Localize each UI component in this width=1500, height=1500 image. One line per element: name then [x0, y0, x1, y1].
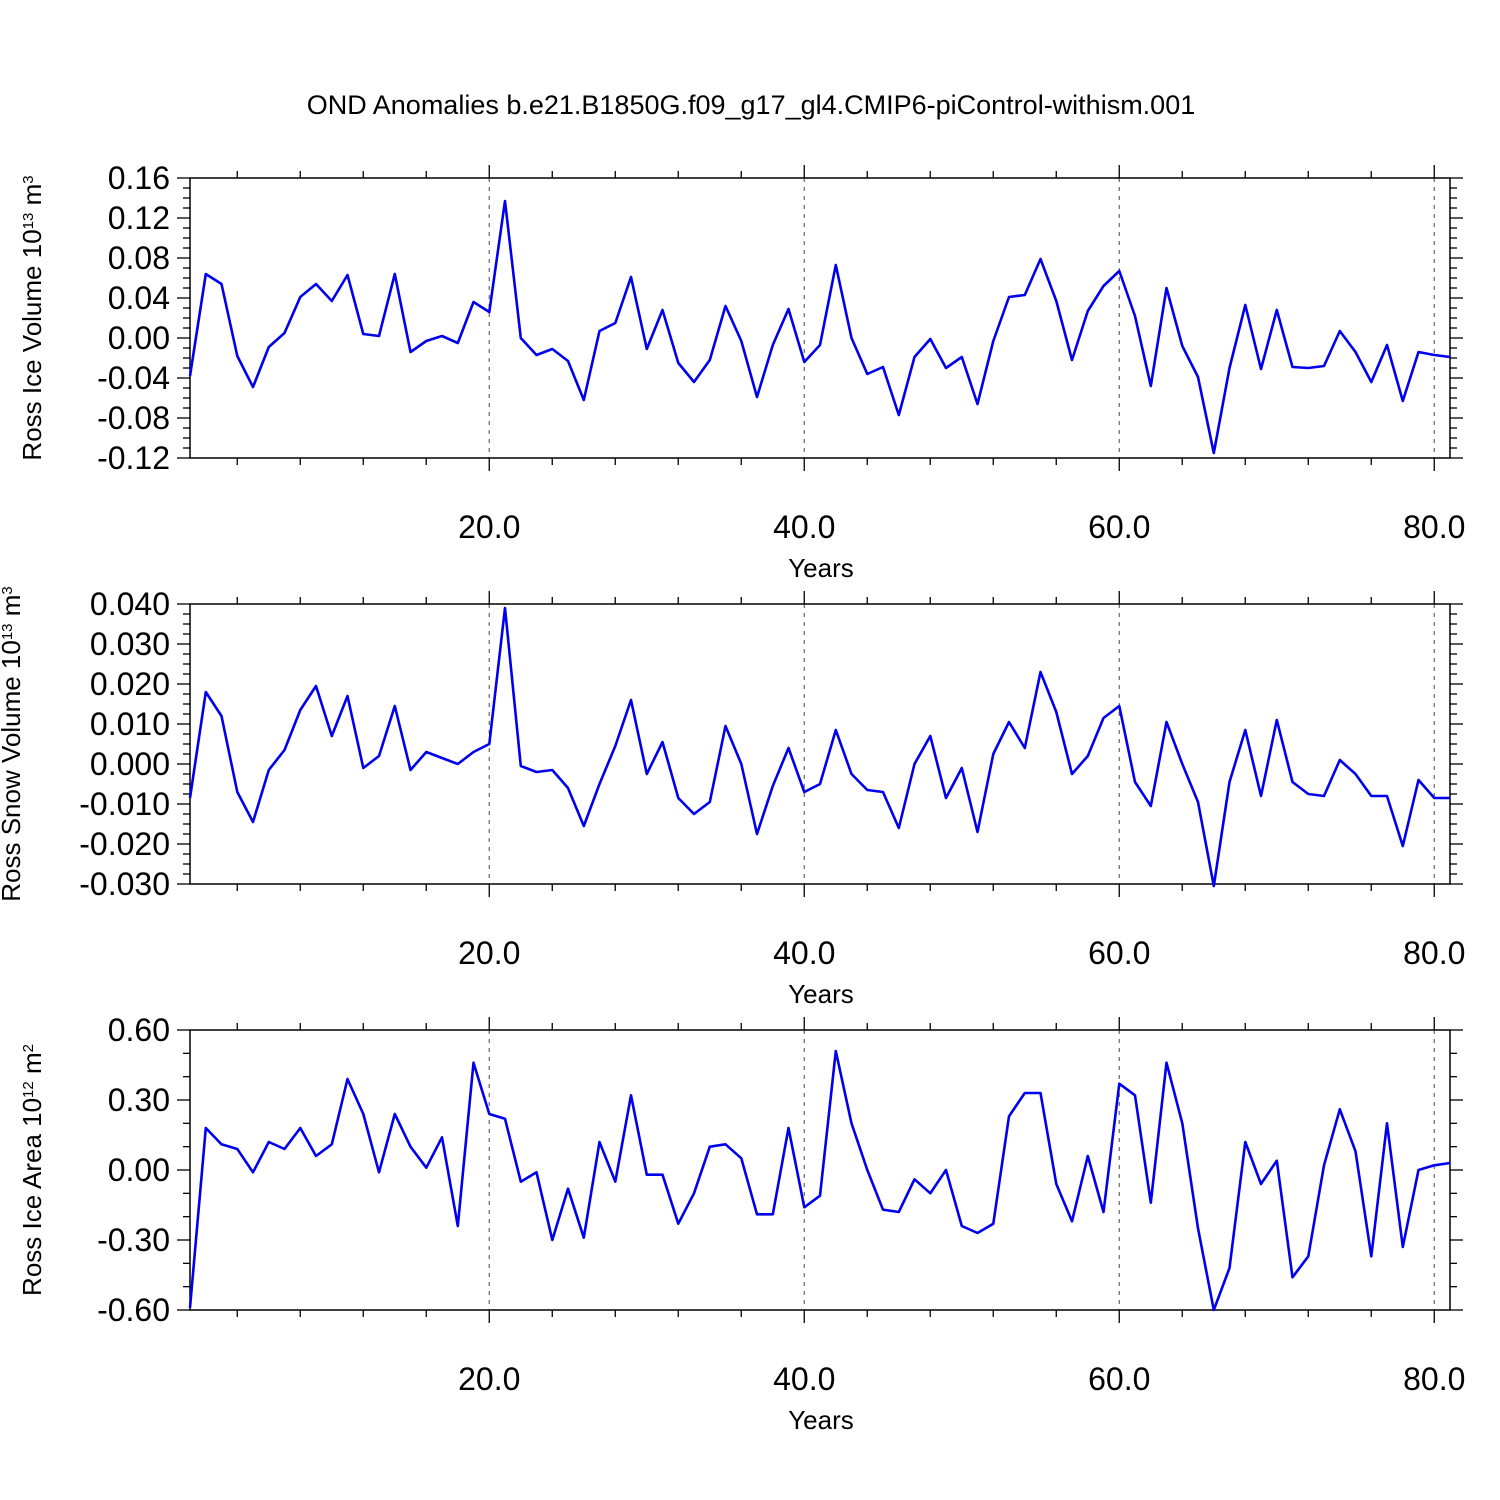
y-axis-label-text: Ross Ice Volume 10 [17, 229, 47, 460]
chart-panel-2: -0.030 -0.020 -0.010 0.000 0.010 0.020 0.030 0.… [0, 586, 1465, 1009]
x-tick-label: 20.0 [458, 509, 520, 545]
plot-frame [189, 177, 1451, 459]
y-tick-label: 0.030 [90, 626, 170, 662]
y-axis-label-text: Ross Ice Area 10 [17, 1098, 47, 1296]
y-axis-label-superscript: 3 [0, 586, 16, 594]
series-line [188, 606, 1450, 888]
y-tick-label: 0.040 [90, 586, 170, 622]
y-tick-label: -0.030 [79, 866, 170, 902]
x-tick-label: 20.0 [458, 1361, 520, 1397]
chart-panel-3: -0.60 -0.30 0.00 0.30 0.60 20.0 40.0 60.0 80.0 Ye… [17, 1012, 1465, 1435]
series-line [188, 199, 1451, 455]
x-tick-label: 80.0 [1403, 509, 1465, 545]
y-axis-label-text: Ross Snow Volume 10 [0, 640, 26, 902]
y-tick-label: -0.010 [79, 786, 170, 822]
y-tick-label: 0.00 [108, 320, 170, 356]
y-tick-label: 0.00 [108, 1152, 170, 1188]
y-tick-label: 0.010 [90, 706, 170, 742]
y-tick-label: -0.60 [97, 1292, 170, 1328]
y-tick-label: -0.12 [97, 440, 170, 476]
x-tick-label: 80.0 [1403, 1361, 1465, 1397]
y-axis-label-text: m [17, 184, 47, 213]
y-tick-label: 0.000 [90, 746, 170, 782]
x-axis-label: Years [788, 553, 854, 583]
y-axis-label-text: m [0, 595, 26, 624]
y-axis-label-superscript: 12 [20, 1081, 37, 1098]
y-tick-label: -0.04 [97, 360, 170, 396]
y-tick-label: 0.30 [108, 1082, 170, 1118]
y-tick-label: 0.020 [90, 666, 170, 702]
y-axis-label-superscript: 13 [0, 623, 16, 640]
figure-title: OND Anomalies b.e21.B1850G.f09_g17_gl4.C… [307, 90, 1195, 120]
x-tick-label: 40.0 [773, 935, 835, 971]
y-axis-label: Ross Snow Volume 1013 m3 [0, 586, 26, 902]
y-tick-label: 0.12 [108, 200, 170, 236]
plot-frame [189, 603, 1451, 885]
x-axis-label: Years [788, 979, 854, 1009]
y-axis-label-text: m [17, 1052, 47, 1081]
y-tick-label: -0.020 [79, 826, 170, 862]
y-axis-label: Ross Ice Area 1012 m2 [17, 1044, 47, 1296]
x-axis-label: Years [788, 1405, 854, 1435]
x-tick-label: 40.0 [773, 1361, 835, 1397]
y-tick-label: -0.08 [97, 400, 170, 436]
series-line [188, 1049, 1451, 1312]
x-tick-label: 60.0 [1088, 1361, 1150, 1397]
y-axis-label-superscript: 2 [20, 1044, 37, 1052]
y-tick-label: 0.16 [108, 160, 170, 196]
y-axis-label: Ross Ice Volume 1013 m3 [17, 175, 47, 460]
x-tick-label: 40.0 [773, 509, 835, 545]
y-tick-label: 0.04 [108, 280, 170, 316]
chart-panel-1: -0.12 -0.08 -0.04 0.00 0.04 0.08 0.12 0.16 20.0 4… [17, 160, 1465, 583]
x-tick-label: 80.0 [1403, 935, 1465, 971]
y-axis-label-superscript: 3 [20, 175, 37, 183]
x-tick-label: 60.0 [1088, 935, 1150, 971]
y-axis-label-superscript: 13 [20, 213, 37, 230]
y-tick-label: 0.60 [108, 1012, 170, 1048]
x-tick-label: 60.0 [1088, 509, 1150, 545]
y-tick-label: 0.08 [108, 240, 170, 276]
y-tick-label: -0.30 [97, 1222, 170, 1258]
x-tick-label: 20.0 [458, 935, 520, 971]
